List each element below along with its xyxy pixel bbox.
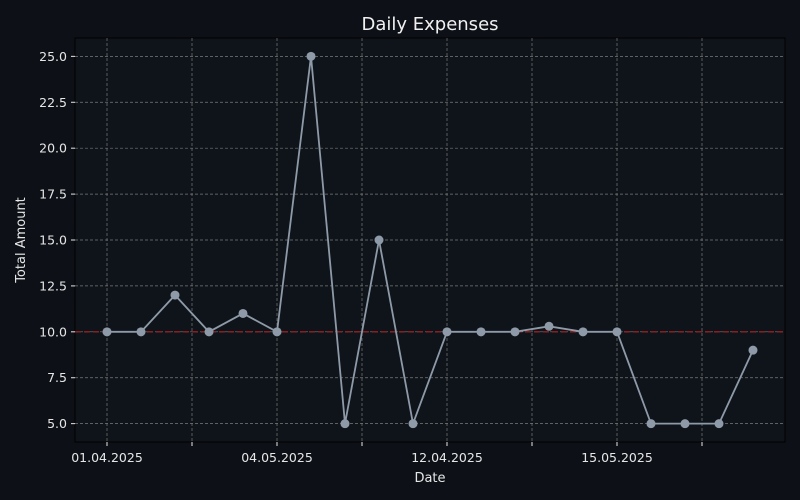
- grid-lines: [75, 38, 785, 442]
- data-point: [442, 327, 452, 337]
- data-point: [544, 321, 554, 331]
- data-point: [102, 327, 112, 337]
- y-tick-label: 25.0: [39, 49, 67, 64]
- y-tick-label: 22.5: [39, 95, 67, 110]
- y-axis-ticks: 5.0 7.5 10.0 12.5 15.0 17.5 20.0 22.5 25.0: [39, 49, 75, 431]
- data-point: [238, 308, 248, 318]
- data-point: [136, 327, 146, 337]
- data-point: [306, 51, 316, 61]
- data-point: [340, 419, 350, 429]
- data-point: [170, 290, 180, 300]
- data-point: [714, 419, 724, 429]
- data-point: [578, 327, 588, 337]
- data-point: [510, 327, 520, 337]
- x-tick-label: 04.05.2025: [241, 450, 313, 465]
- data-point: [612, 327, 622, 337]
- y-axis-label: Total Amount: [14, 197, 29, 284]
- data-point: [408, 419, 418, 429]
- data-point: [680, 419, 690, 429]
- y-tick-label: 20.0: [39, 141, 67, 156]
- y-tick-label: 10.0: [39, 324, 67, 339]
- x-tick-label: 12.04.2025: [411, 450, 483, 465]
- x-tick-label: 15.05.2025: [581, 450, 653, 465]
- y-tick-label: 15.0: [39, 233, 67, 248]
- x-axis-ticks: 01.04.2025 04.05.2025 12.04.2025 15.05.2025: [71, 442, 703, 465]
- data-point: [476, 327, 486, 337]
- x-tick-label: 01.04.2025: [71, 450, 143, 465]
- y-tick-label: 17.5: [39, 187, 67, 202]
- data-point: [204, 327, 214, 337]
- data-point: [272, 327, 282, 337]
- data-point: [748, 345, 758, 355]
- y-tick-label: 7.5: [47, 370, 67, 385]
- series-group: [102, 51, 758, 429]
- data-point: [646, 419, 656, 429]
- y-tick-label: 5.0: [47, 416, 67, 431]
- data-point: [374, 235, 384, 245]
- x-axis-label: Date: [414, 471, 445, 486]
- series-line: [107, 56, 754, 428]
- y-tick-label: 12.5: [39, 278, 67, 293]
- chart-title: Daily Expenses: [361, 14, 498, 35]
